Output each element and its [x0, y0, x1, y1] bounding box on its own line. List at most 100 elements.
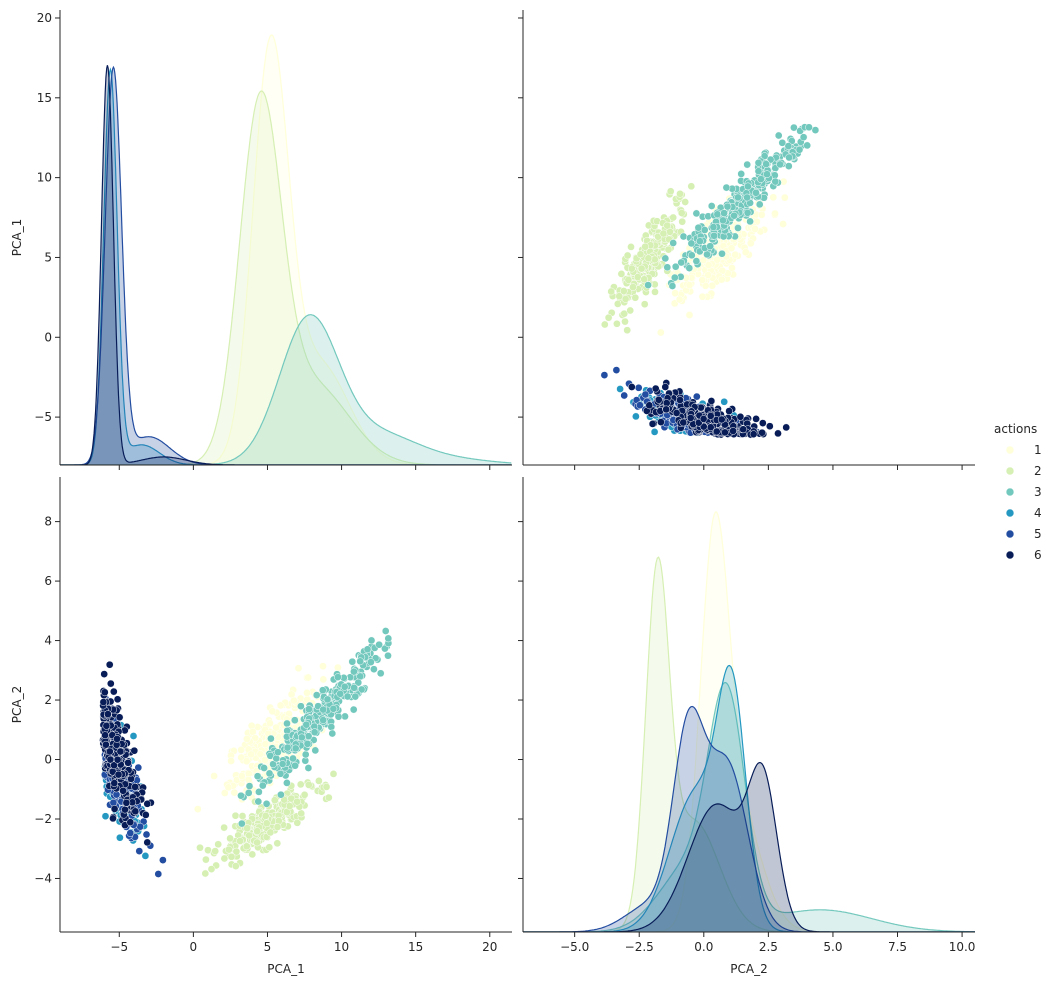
point-action-3	[350, 683, 358, 692]
panel-tl-ytick-label: 5	[44, 250, 52, 264]
point-action-6	[662, 405, 671, 414]
point-action-3	[384, 651, 392, 660]
point-action-3	[710, 231, 718, 240]
kde-line-action-5	[523, 705, 975, 932]
point-action-6	[729, 427, 737, 435]
point-action-1	[210, 772, 218, 780]
point-action-3	[278, 760, 287, 768]
kde-fill-action-2	[60, 91, 512, 465]
point-action-1	[237, 746, 246, 754]
point-action-2	[201, 869, 210, 878]
point-action-6	[119, 786, 127, 795]
point-action-3	[757, 175, 765, 183]
point-action-3	[706, 242, 715, 251]
point-action-1	[276, 701, 285, 710]
point-action-3	[354, 678, 363, 687]
point-action-3	[719, 216, 727, 225]
legend-marker-4	[1005, 508, 1015, 518]
panel-bl-xtick-label: 0	[190, 940, 198, 954]
point-action-3	[237, 791, 245, 800]
point-action-5	[109, 798, 118, 807]
point-action-3	[709, 223, 718, 231]
point-action-6	[131, 807, 140, 816]
point-action-3	[803, 141, 812, 150]
legend-label-2: 2	[1034, 464, 1042, 478]
point-action-3	[370, 665, 378, 674]
point-action-3	[260, 764, 268, 772]
point-action-2	[231, 862, 240, 870]
point-action-1	[779, 220, 787, 228]
point-action-2	[600, 320, 609, 329]
point-action-2	[266, 828, 275, 837]
point-action-3	[670, 273, 679, 282]
point-action-2	[226, 834, 234, 843]
point-action-6	[651, 384, 660, 393]
point-action-3	[746, 217, 754, 226]
point-action-2	[243, 824, 252, 833]
point-action-5	[142, 830, 151, 839]
point-action-6	[110, 761, 118, 770]
point-action-3	[679, 232, 688, 241]
point-action-3	[805, 123, 813, 132]
point-action-2	[253, 827, 262, 836]
point-action-4	[116, 833, 124, 842]
point-action-3	[663, 263, 672, 272]
point-action-2	[607, 287, 616, 296]
point-action-3	[367, 658, 375, 666]
point-action-3	[692, 209, 701, 218]
point-action-3	[283, 719, 291, 728]
point-action-1	[771, 209, 779, 218]
legend-label-6: 6	[1034, 548, 1042, 562]
point-action-3	[381, 644, 389, 653]
point-action-2	[297, 809, 306, 818]
point-action-2	[619, 287, 628, 295]
point-action-1	[290, 696, 298, 705]
point-action-1	[304, 673, 313, 682]
panel-tl-ytick-label: 20	[37, 11, 52, 25]
point-action-6	[143, 799, 152, 808]
point-action-3	[743, 193, 751, 202]
point-action-2	[651, 288, 659, 296]
panel-bl-ytick-label: −4	[34, 871, 52, 885]
point-action-3	[297, 702, 305, 711]
point-action-5	[154, 870, 163, 878]
point-action-2	[678, 217, 687, 226]
point-action-6	[102, 740, 110, 749]
point-action-5	[641, 390, 650, 399]
point-action-3	[302, 720, 311, 729]
panel-bl-points	[99, 627, 393, 878]
point-action-6	[110, 779, 119, 787]
point-action-3	[350, 667, 358, 676]
point-action-3	[754, 167, 763, 176]
point-action-1	[261, 756, 269, 764]
point-action-3	[730, 211, 738, 220]
point-action-2	[238, 812, 247, 820]
point-action-6	[143, 838, 152, 847]
point-action-2	[236, 837, 244, 845]
kde-fill-action-3	[523, 682, 975, 932]
point-action-2	[615, 292, 624, 301]
point-action-1	[224, 783, 233, 792]
point-action-3	[677, 258, 686, 267]
point-action-3	[356, 657, 365, 666]
kde-fill-action-5	[60, 67, 512, 465]
point-action-1	[266, 719, 274, 728]
point-action-6	[106, 679, 115, 688]
y-axis-label-pca1: PCA_1	[10, 219, 24, 256]
point-action-3	[349, 705, 358, 714]
point-action-3	[718, 249, 726, 258]
point-action-6	[758, 419, 767, 427]
point-action-2	[666, 187, 675, 196]
point-action-2	[202, 855, 210, 864]
x-axis-label-pca1: PCA_1	[267, 962, 304, 976]
panel-br-xtick-label: 10.0	[949, 940, 976, 954]
legend-label-1: 1	[1034, 443, 1042, 457]
point-action-3	[744, 182, 752, 191]
point-action-2	[214, 840, 223, 849]
point-action-1	[671, 289, 679, 298]
point-action-2	[265, 843, 274, 852]
point-action-2	[624, 276, 633, 284]
point-action-5	[636, 401, 644, 410]
point-action-2	[196, 843, 204, 852]
point-action-3	[301, 750, 310, 759]
